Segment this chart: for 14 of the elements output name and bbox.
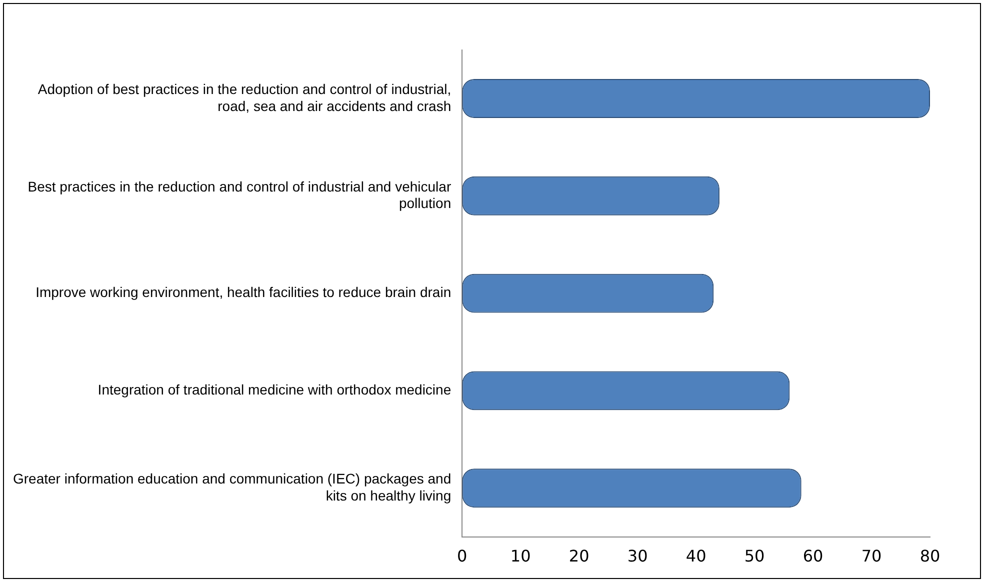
x-tick-label: 60 <box>802 546 824 566</box>
x-tick-label: 10 <box>510 546 531 566</box>
y-tick-label: Improve working environment, health facilities to reduce brain drain <box>36 284 452 300</box>
x-tick-label: 50 <box>744 546 765 566</box>
x-tick-label: 80 <box>920 546 940 566</box>
y-tick-label: Integration of traditional medicine with orthodox medicine <box>98 382 452 398</box>
y-tick-label: Adoption of best practices in the reduction and control of industrial, road, sea and air accidents and crash <box>38 80 452 114</box>
x-tick-label: 0 <box>457 546 468 566</box>
x-tick-label: 40 <box>686 546 706 566</box>
y-tick-label: Best practices in the reduction and control of industrial and vehicular pollution <box>28 178 452 212</box>
x-tick-label: 70 <box>861 546 882 566</box>
x-tick-label: 30 <box>627 546 648 566</box>
x-tick-label: 20 <box>568 546 590 566</box>
y-tick-label: Greater information education and communication (IEC) packages and kits on healthy living <box>12 470 452 504</box>
